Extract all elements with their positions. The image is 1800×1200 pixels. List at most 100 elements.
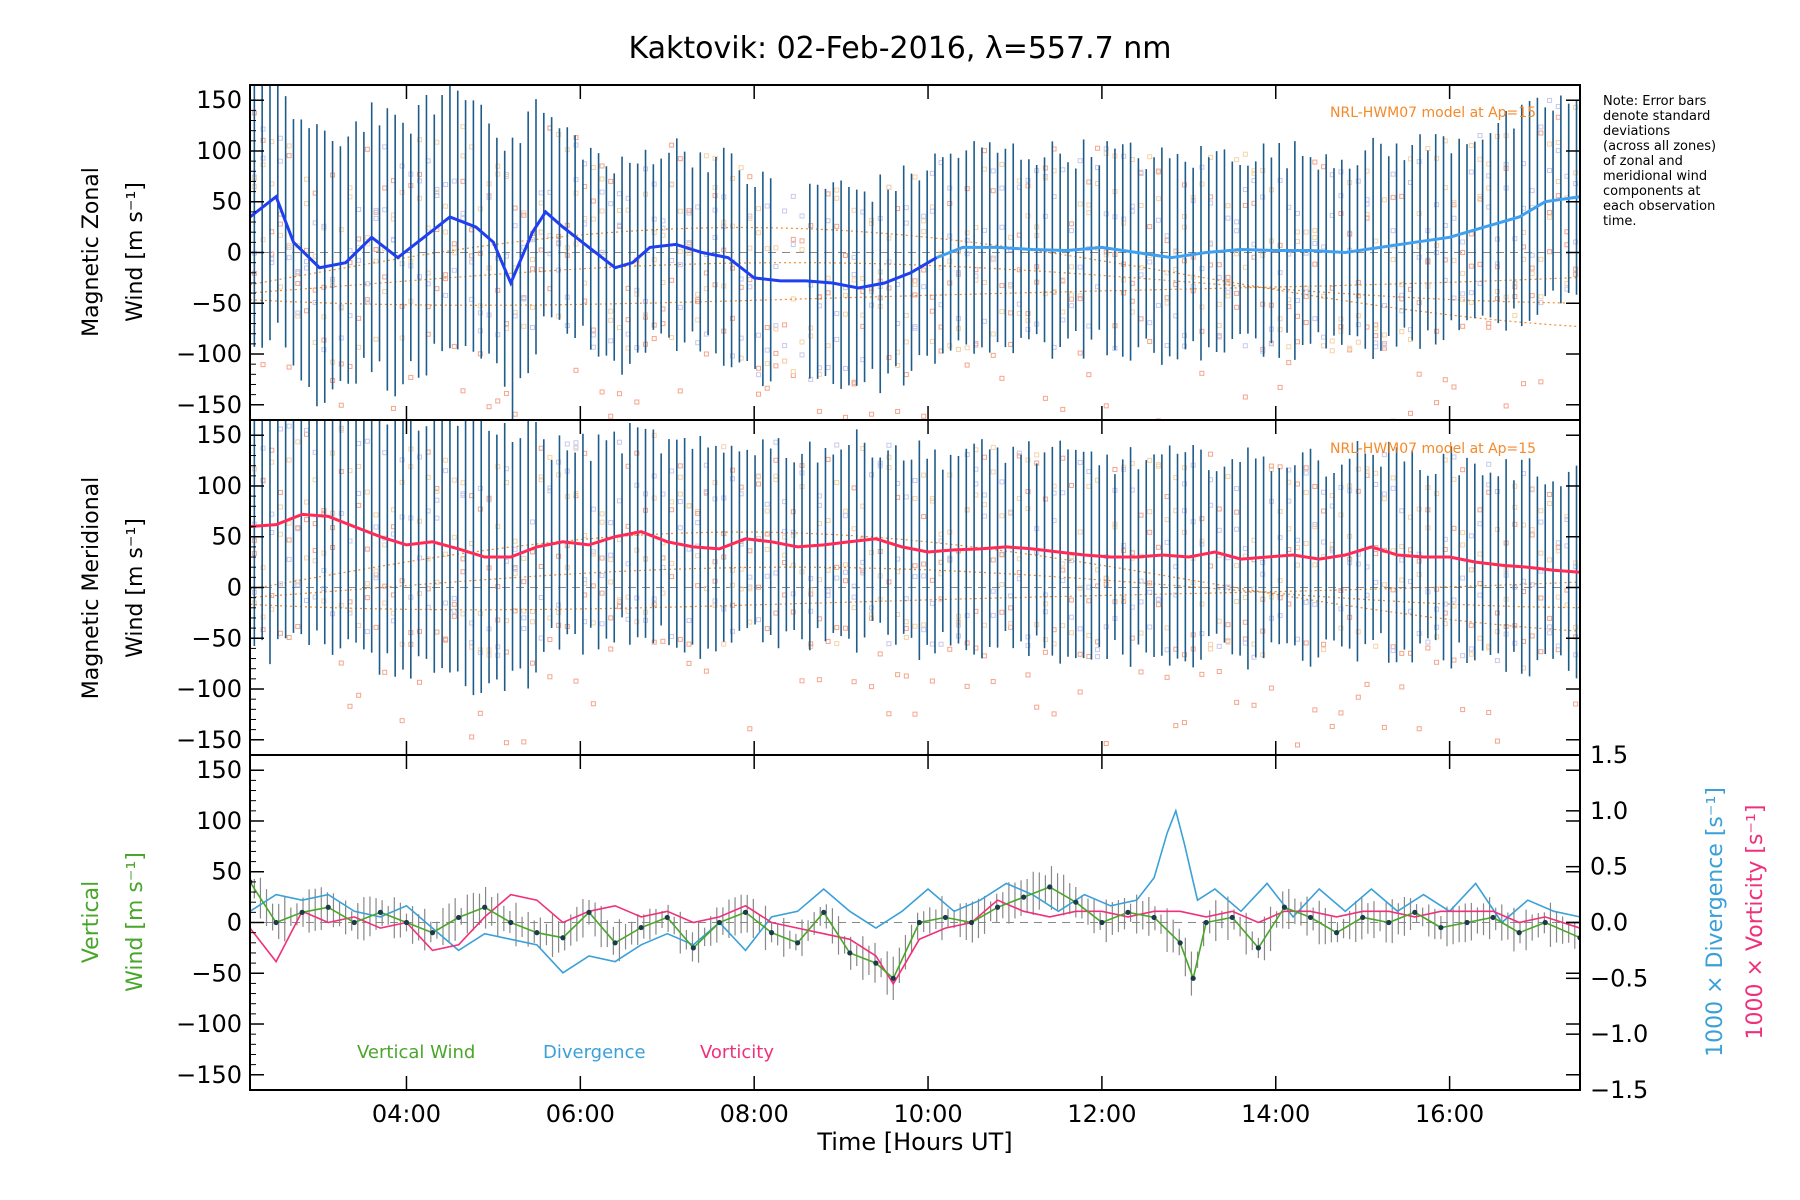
- zone-point: [1260, 560, 1266, 566]
- zone-point: [712, 496, 718, 502]
- zone-point: [1416, 371, 1422, 377]
- zone-point: [1277, 508, 1283, 514]
- vertical-wind-point: [742, 909, 749, 915]
- zone-point: [451, 250, 457, 256]
- zone-point: [808, 644, 814, 650]
- zone-point: [782, 208, 788, 214]
- zone-point: [1042, 165, 1048, 171]
- zone-point: [1434, 659, 1440, 665]
- zone-point: [1390, 475, 1396, 481]
- zone-point: [304, 176, 310, 182]
- zone-point: [443, 203, 449, 209]
- zone-point: [1321, 489, 1327, 495]
- zone-point: [460, 124, 466, 130]
- zone-point: [921, 622, 927, 628]
- zone-point: [1042, 175, 1048, 181]
- vertical-wind-point: [1125, 909, 1131, 915]
- zone-point: [929, 641, 935, 647]
- zone-point: [1242, 640, 1248, 646]
- vertical-wind-point: [1073, 899, 1079, 905]
- zone-point: [599, 519, 605, 525]
- zone-point: [886, 579, 892, 585]
- zone-point: [651, 257, 657, 263]
- zone-point: [1338, 512, 1344, 518]
- zone-point: [712, 559, 718, 565]
- zone-point: [1138, 599, 1144, 605]
- zone-point: [512, 546, 518, 552]
- zone-point: [982, 318, 988, 324]
- zone-point: [1294, 544, 1300, 550]
- zone-point: [434, 488, 440, 494]
- zone-point: [417, 195, 423, 201]
- zone-point: [677, 491, 683, 497]
- zone-point: [477, 485, 483, 491]
- zone-point: [1477, 592, 1483, 598]
- zone-point: [999, 185, 1005, 191]
- zone-point: [695, 291, 701, 297]
- zone-point: [382, 144, 388, 150]
- zone-point: [1312, 240, 1318, 246]
- zone-point: [842, 625, 848, 631]
- zone-point: [434, 515, 440, 521]
- vertical-wind-point: [1307, 914, 1314, 921]
- zone-point: [825, 517, 831, 523]
- zone-point: [1573, 624, 1579, 630]
- zone-point: [1321, 164, 1327, 170]
- vertical-wind-point: [612, 940, 618, 946]
- zone-point: [1068, 482, 1074, 488]
- right-y-tick-label: 1.5: [1590, 741, 1628, 769]
- vertical-wind-point: [795, 940, 801, 946]
- zone-point: [1434, 624, 1440, 630]
- zone-point: [764, 573, 770, 579]
- zone-point: [1303, 294, 1309, 300]
- zone-point: [964, 507, 970, 513]
- zone-point: [1068, 221, 1074, 227]
- zone-point: [1086, 372, 1092, 378]
- y-tick-label: 50: [211, 188, 242, 216]
- zone-point: [1199, 541, 1205, 547]
- zone-point: [417, 628, 423, 634]
- zone-point: [712, 234, 718, 240]
- zone-point: [590, 198, 596, 204]
- x-tick-label: 04:00: [372, 1100, 441, 1128]
- right-y-tick-label: 1.0: [1590, 797, 1628, 825]
- zone-point: [764, 501, 770, 507]
- zone-point: [982, 454, 988, 460]
- zone-point: [573, 135, 579, 141]
- zone-point: [573, 241, 579, 247]
- zone-point: [1277, 270, 1283, 276]
- zone-point: [1155, 169, 1161, 175]
- zone-point: [321, 586, 327, 592]
- zone-point: [1390, 485, 1396, 491]
- zone-point: [286, 423, 292, 429]
- zone-point: [512, 223, 518, 229]
- zone-point: [556, 459, 562, 465]
- zone-point: [1294, 210, 1300, 216]
- y-tick-label: −100: [176, 675, 242, 703]
- zone-point: [1103, 581, 1109, 587]
- zone-point: [790, 373, 796, 379]
- zone-point: [782, 358, 788, 364]
- zone-point: [1260, 628, 1266, 634]
- zone-point: [260, 477, 266, 483]
- zone-point: [677, 499, 683, 505]
- vertical-wind-point: [1099, 919, 1105, 926]
- zone-point: [669, 468, 675, 474]
- zone-point: [556, 241, 562, 247]
- zone-point: [903, 205, 909, 211]
- zone-point: [712, 480, 718, 486]
- zone-point: [1477, 193, 1483, 199]
- zone-point: [364, 146, 370, 152]
- zone-point: [712, 598, 718, 604]
- zone-point: [1042, 213, 1048, 219]
- zone-point: [1381, 496, 1387, 502]
- zone-point: [1077, 529, 1083, 535]
- zone-point: [1381, 343, 1387, 349]
- zone-point: [921, 627, 927, 633]
- zone-point: [1529, 252, 1535, 258]
- zone-point: [1147, 580, 1153, 586]
- zone-point: [1216, 506, 1222, 512]
- zone-point: [1121, 466, 1127, 472]
- zone-point: [912, 292, 918, 298]
- zone-point: [773, 610, 779, 616]
